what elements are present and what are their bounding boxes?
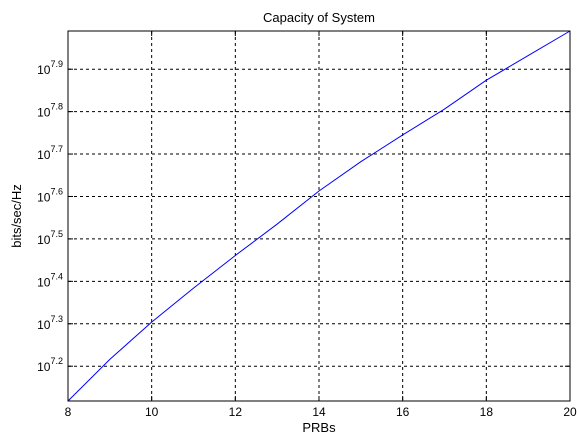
y-tick-label-base: 10 xyxy=(37,318,51,332)
y-tick-label-base: 10 xyxy=(37,275,51,289)
grid-lines xyxy=(68,31,570,401)
y-tick-label: 107.5 xyxy=(37,229,63,247)
y-tick-label: 107.7 xyxy=(37,144,63,162)
x-tick-label: 20 xyxy=(563,405,577,419)
y-tick-label: 107.8 xyxy=(37,102,63,120)
y-tick-label-base: 10 xyxy=(37,106,51,120)
y-tick-label: 107.4 xyxy=(37,271,63,289)
y-tick-label-exponent: 7.7 xyxy=(50,144,63,154)
chart-title: Capacity of System xyxy=(263,10,375,25)
y-tick-label-exponent: 7.6 xyxy=(50,186,63,196)
y-tick-label-base: 10 xyxy=(37,233,51,247)
y-tick-label: 107.6 xyxy=(37,186,63,204)
y-tick-label: 107.2 xyxy=(37,356,63,374)
x-tick-label: 12 xyxy=(229,405,243,419)
y-tick-label-exponent: 7.3 xyxy=(50,314,63,324)
x-tick-label: 16 xyxy=(396,405,410,419)
y-tick-label-exponent: 7.8 xyxy=(50,102,63,112)
y-tick-label: 107.9 xyxy=(37,59,63,77)
y-tick-label-exponent: 7.5 xyxy=(50,229,63,239)
y-tick-label-exponent: 7.2 xyxy=(50,356,63,366)
y-tick-label-base: 10 xyxy=(37,148,51,162)
series-layer xyxy=(67,30,571,402)
x-tick-label: 8 xyxy=(65,405,72,419)
y-tick-label-exponent: 7.4 xyxy=(50,271,63,281)
y-tick-label-base: 10 xyxy=(37,63,51,77)
x-axis-label: PRBs xyxy=(302,420,336,435)
x-tick-label: 10 xyxy=(145,405,159,419)
x-axis-ticks: 8 10 12 14 16 18 20 xyxy=(65,31,577,419)
x-tick-label: 18 xyxy=(480,405,494,419)
y-tick-label-base: 10 xyxy=(37,360,51,374)
y-tick-label-exponent: 7.9 xyxy=(50,59,63,69)
series-line xyxy=(67,30,571,402)
y-axis-label: bits/sec/Hz xyxy=(9,184,24,248)
y-tick-label: 107.3 xyxy=(37,314,63,332)
x-tick-label: 14 xyxy=(312,405,326,419)
y-tick-label-base: 10 xyxy=(37,190,51,204)
